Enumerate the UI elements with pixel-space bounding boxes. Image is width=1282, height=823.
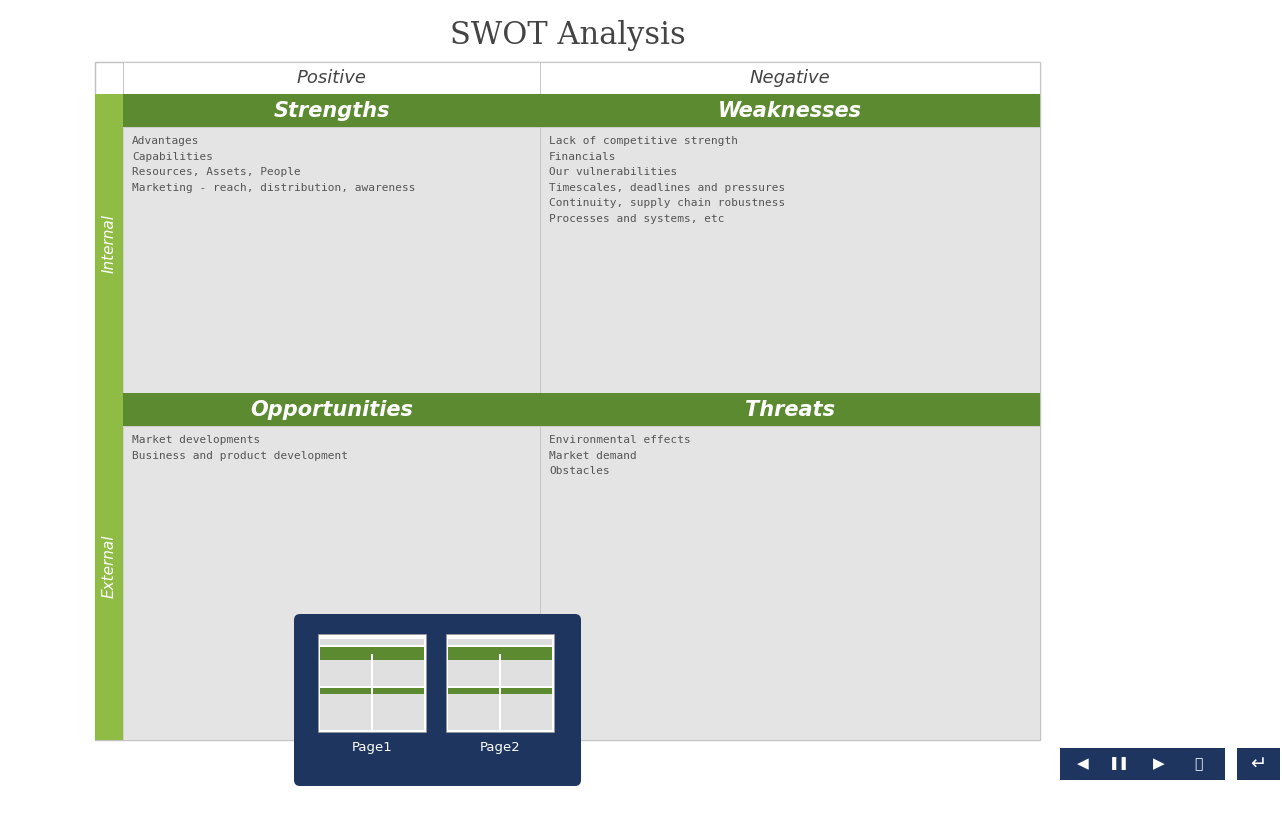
Bar [95, 393, 123, 740]
Text: Threats: Threats [745, 399, 835, 420]
Text: ▶: ▶ [1153, 756, 1165, 771]
Bar [123, 393, 540, 426]
Bar [540, 94, 1040, 127]
Bar [501, 694, 553, 730]
Bar [320, 639, 424, 645]
Bar [320, 654, 370, 660]
Text: Advantages
Capabilities
Resources, Assets, People
Marketing - reach, distributio: Advantages Capabilities Resources, Asset… [132, 136, 415, 193]
Bar [320, 688, 370, 694]
Bar [447, 647, 553, 654]
Bar [320, 694, 370, 730]
Text: SWOT Analysis: SWOT Analysis [450, 20, 686, 50]
Bar [123, 127, 540, 393]
Text: Positive: Positive [296, 69, 367, 87]
Text: ◀: ◀ [1077, 756, 1088, 771]
Bar [95, 94, 123, 393]
FancyBboxPatch shape [294, 614, 581, 786]
Bar [320, 660, 370, 686]
Bar [1237, 748, 1279, 780]
Text: Lack of competitive strength
Financials
Our vulnerabilities
Timescales, deadline: Lack of competitive strength Financials … [549, 136, 786, 224]
Bar [447, 654, 499, 660]
Bar [447, 688, 499, 694]
Bar [447, 639, 553, 645]
Text: Internal: Internal [101, 214, 117, 273]
Bar [123, 62, 1040, 94]
Bar [318, 634, 426, 732]
Bar [540, 127, 1040, 393]
Bar [447, 660, 499, 686]
Bar [123, 94, 540, 127]
Text: Opportunities: Opportunities [250, 399, 413, 420]
Text: Negative: Negative [750, 69, 831, 87]
Bar [501, 660, 553, 686]
Text: 🔧: 🔧 [1195, 757, 1203, 771]
Bar [501, 654, 553, 660]
Bar [320, 647, 424, 654]
Bar [123, 426, 540, 740]
Bar [373, 654, 424, 660]
Text: Page2: Page2 [479, 741, 520, 754]
Bar [1060, 748, 1226, 780]
Text: Page1: Page1 [351, 741, 392, 754]
Text: Environmental effects
Market demand
Obstacles: Environmental effects Market demand Obst… [549, 435, 691, 477]
Text: Strengths: Strengths [273, 100, 390, 120]
Bar [446, 634, 554, 732]
Text: ❚❚: ❚❚ [1109, 757, 1129, 770]
Bar [373, 660, 424, 686]
Text: ↵: ↵ [1250, 755, 1267, 774]
Bar [447, 694, 499, 730]
Text: Weaknesses: Weaknesses [718, 100, 862, 120]
Bar [501, 688, 553, 694]
Text: External: External [101, 535, 117, 598]
Bar [373, 694, 424, 730]
Bar [540, 393, 1040, 426]
Text: Market developments
Business and product development: Market developments Business and product… [132, 435, 347, 461]
Bar [540, 426, 1040, 740]
Bar [95, 62, 1040, 740]
Bar [373, 688, 424, 694]
